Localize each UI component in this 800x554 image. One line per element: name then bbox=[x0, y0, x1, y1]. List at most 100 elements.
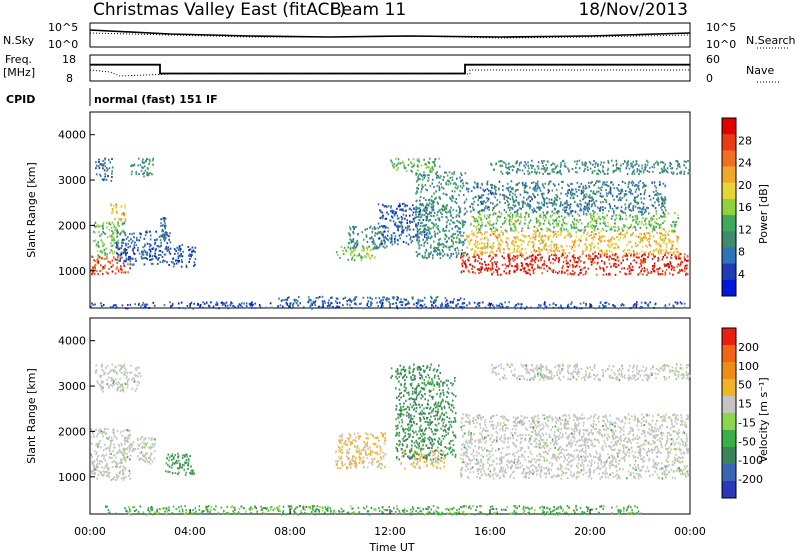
range-time-cell bbox=[180, 248, 182, 250]
range-time-cell bbox=[366, 227, 368, 230]
range-time-cell bbox=[408, 214, 411, 217]
range-time-cell bbox=[524, 222, 526, 225]
range-time-cell bbox=[462, 182, 464, 185]
range-time-cell bbox=[563, 228, 565, 231]
range-time-cell bbox=[626, 162, 628, 165]
range-time-cell bbox=[442, 192, 445, 195]
range-time-cell bbox=[100, 471, 103, 474]
range-time-cell bbox=[584, 243, 587, 245]
range-time-cell bbox=[102, 167, 104, 170]
range-time-cell bbox=[101, 388, 103, 391]
range-time-cell bbox=[546, 160, 549, 163]
range-time-cell bbox=[548, 198, 550, 201]
range-time-cell bbox=[585, 302, 587, 305]
range-time-cell bbox=[506, 171, 509, 174]
range-time-cell bbox=[124, 440, 127, 443]
range-time-cell bbox=[95, 453, 97, 455]
range-time-cell bbox=[592, 258, 595, 261]
range-time-cell bbox=[573, 249, 575, 252]
range-time-cell bbox=[562, 251, 565, 253]
range-time-cell bbox=[111, 363, 114, 366]
range-time-cell bbox=[107, 175, 109, 178]
range-time-cell bbox=[555, 257, 557, 260]
range-time-cell bbox=[685, 160, 687, 163]
range-time-cell bbox=[123, 363, 126, 366]
range-time-cell bbox=[387, 205, 390, 208]
range-time-cell bbox=[472, 255, 474, 258]
range-time-cell bbox=[588, 161, 591, 163]
range-time-cell bbox=[346, 303, 349, 306]
range-time-cell bbox=[648, 220, 650, 223]
range-time-cell bbox=[651, 257, 654, 260]
range-time-cell bbox=[672, 172, 675, 175]
range-time-cell bbox=[116, 231, 119, 234]
range-time-cell bbox=[461, 262, 463, 265]
range-time-cell bbox=[629, 234, 632, 237]
range-time-cell bbox=[599, 222, 601, 225]
range-time-cell bbox=[554, 304, 557, 307]
range-time-cell bbox=[117, 270, 120, 273]
range-time-cell bbox=[430, 206, 433, 209]
range-time-cell bbox=[625, 214, 627, 217]
range-time-cell bbox=[644, 234, 646, 237]
range-time-cell bbox=[668, 272, 671, 275]
range-time-cell bbox=[594, 166, 596, 169]
range-time-cell bbox=[664, 196, 666, 199]
range-time-cell bbox=[675, 235, 678, 238]
range-time-cell bbox=[90, 429, 93, 432]
range-time-cell bbox=[525, 198, 528, 201]
range-time-cell bbox=[430, 295, 432, 298]
range-time-cell bbox=[117, 443, 120, 446]
range-time-cell bbox=[119, 386, 121, 388]
range-time-cell bbox=[457, 234, 459, 237]
range-time-cell bbox=[158, 253, 160, 256]
range-time-cell bbox=[556, 217, 558, 220]
range-time-cell bbox=[653, 240, 656, 243]
range-time-cell bbox=[459, 297, 462, 300]
range-time-cell bbox=[580, 192, 583, 195]
range-time-cell bbox=[137, 164, 139, 167]
range-time-cell bbox=[488, 216, 490, 219]
range-time-cell bbox=[631, 192, 634, 195]
range-time-cell bbox=[498, 187, 500, 190]
range-time-cell bbox=[477, 182, 479, 185]
range-time-cell bbox=[603, 254, 606, 257]
range-time-cell bbox=[603, 240, 606, 242]
range-time-cell bbox=[624, 272, 626, 275]
range-time-cell bbox=[546, 167, 548, 170]
range-time-cell bbox=[423, 256, 426, 259]
range-time-cell bbox=[478, 304, 481, 307]
range-time-cell bbox=[634, 190, 637, 193]
range-time-cell bbox=[528, 255, 531, 258]
range-time-cell bbox=[541, 264, 544, 267]
range-time-cell bbox=[543, 244, 546, 247]
range-time-cell bbox=[509, 258, 512, 261]
range-time-cell bbox=[133, 232, 135, 235]
range-time-cell bbox=[462, 225, 464, 228]
range-time-cell bbox=[415, 172, 417, 175]
range-time-cell bbox=[653, 266, 656, 269]
range-time-cell bbox=[611, 236, 614, 239]
range-time-cell bbox=[115, 230, 117, 232]
range-time-cell bbox=[619, 196, 621, 199]
range-time-cell bbox=[559, 233, 562, 236]
range-time-cell bbox=[125, 254, 127, 257]
range-time-cell bbox=[428, 255, 430, 258]
range-time-cell bbox=[492, 233, 495, 235]
range-time-cell bbox=[642, 257, 645, 260]
range-time-cell bbox=[453, 298, 455, 301]
range-time-cell bbox=[650, 216, 653, 219]
range-time-cell bbox=[134, 374, 137, 377]
range-time-cell bbox=[436, 295, 439, 298]
range-time-cell bbox=[479, 201, 482, 203]
range-time-cell bbox=[529, 219, 532, 222]
range-time-cell bbox=[135, 387, 138, 390]
range-time-cell bbox=[303, 306, 305, 309]
range-time-cell bbox=[632, 268, 634, 271]
range-time-cell bbox=[164, 238, 167, 241]
range-time-cell bbox=[506, 230, 508, 233]
range-time-cell bbox=[382, 234, 384, 236]
range-time-cell bbox=[536, 201, 539, 204]
range-time-cell bbox=[478, 272, 480, 275]
range-time-cell bbox=[415, 216, 418, 219]
